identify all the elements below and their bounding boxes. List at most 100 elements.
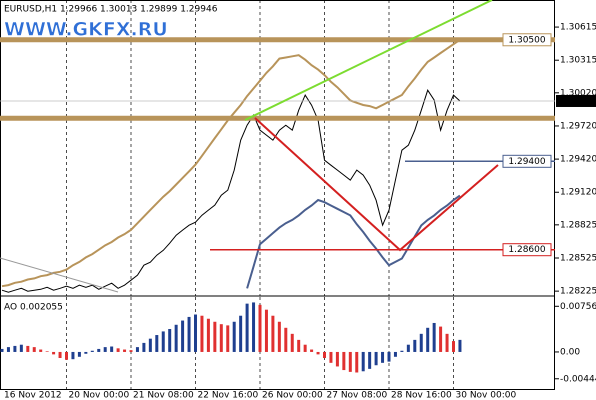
level-label-box [502, 33, 552, 47]
ao-bar [0, 348, 4, 352]
ao-bar [290, 333, 294, 352]
ao-bar [129, 350, 133, 352]
ao-bar [161, 331, 165, 352]
ao-bar [432, 322, 436, 352]
ao-bar [213, 321, 217, 352]
header: EURUSD,H1 1.29966 1.30013 1.29899 1.2994… [4, 5, 218, 15]
y-tick-label: 1.30315 [560, 56, 596, 66]
level-label: 1.30500 [508, 35, 545, 45]
price-line [1, 89, 461, 293]
ao-bar [445, 333, 449, 352]
ao-bar [426, 327, 430, 352]
ao-bar [348, 351, 352, 372]
x-tick-label: 28 Nov 16:00 [391, 391, 452, 400]
ao-bar [245, 303, 249, 352]
ao-bar [316, 351, 320, 355]
x-tick-label: 30 Nov 00:00 [456, 391, 517, 400]
ao-bar [323, 351, 326, 358]
ao-bar [297, 339, 301, 352]
y-tick-label: 1.30020 [560, 88, 596, 98]
ao-bar [110, 346, 114, 352]
plot-frame [0, 0, 555, 390]
ao-bar [419, 333, 423, 352]
x-tick-label: 20 Nov 00:00 [69, 391, 130, 400]
x-tick-label: 21 Nov 08:00 [133, 391, 194, 400]
y-tick-label: 1.29420 [560, 155, 596, 165]
ao-bar [284, 327, 288, 352]
ao-bar [271, 315, 275, 352]
ao-bar [142, 342, 146, 352]
ao-bar [406, 344, 410, 352]
y-tick-label: 1.29720 [560, 121, 596, 131]
indicator-title: AO 0.002055 [4, 303, 63, 313]
ao-bar [19, 344, 23, 352]
ao-bar [103, 347, 107, 352]
ao-bar [97, 348, 101, 352]
ao-bar [252, 302, 256, 352]
trendline [254, 117, 499, 252]
x-tick-label: 27 Nov 08:00 [327, 391, 388, 400]
ao-bar [226, 325, 230, 352]
y-tick-label: 1.28525 [560, 253, 596, 263]
ao-bar [194, 314, 197, 352]
watermark: WWW.GKFX.RU [4, 19, 168, 41]
ao-bar [239, 315, 243, 352]
ao-bar [200, 315, 204, 352]
y-tick-label: 0.007562 [560, 302, 596, 312]
ao-bar [310, 349, 314, 352]
y-tick-label: 1.28825 [560, 220, 596, 230]
x-tick-label: 22 Nov 16:00 [198, 391, 259, 400]
trendlines [0, 0, 499, 293]
ao-bar [206, 318, 210, 352]
y-tick-label: 1.30615 [560, 23, 596, 33]
ao-bar [84, 351, 88, 354]
ao-bar [187, 316, 191, 352]
ao-bar [155, 335, 159, 352]
ao-bar [148, 338, 152, 352]
ao-bar [168, 329, 172, 352]
current-price-label: 1.29946 [558, 96, 595, 106]
x-tick-label: 26 Nov 00:00 [262, 391, 323, 400]
ao-bar [329, 351, 333, 363]
ao-bar [26, 345, 30, 352]
ao-bar [342, 351, 346, 371]
trendline [0, 257, 119, 293]
ao-bar [335, 351, 339, 367]
ao-bar [90, 350, 94, 352]
ao-bar [258, 304, 262, 352]
ao-bar [123, 349, 127, 352]
trendline [244, 0, 493, 121]
ao-bar [400, 350, 404, 352]
ao-bar [374, 351, 378, 366]
level-label-box [502, 243, 552, 257]
ao-bar [393, 351, 397, 357]
level-label: 1.29400 [508, 157, 545, 167]
ao-bar [219, 324, 223, 352]
ao-bar [361, 351, 365, 372]
ao-bar [232, 321, 236, 352]
ao-bar [135, 347, 139, 352]
ao-bar [13, 345, 17, 352]
ao-bar [439, 326, 443, 352]
ao-bar [58, 351, 62, 358]
y-tick-label: 0.00 [560, 347, 580, 357]
ao-bar [277, 321, 281, 352]
ao-bar [174, 324, 178, 352]
ao-bar [413, 339, 417, 352]
ao-bar [458, 339, 462, 352]
ao-bar [6, 347, 10, 352]
y-tick-label: -0.00444 [560, 374, 596, 384]
ao-bar [181, 320, 185, 352]
ao-bar [32, 347, 36, 352]
ao-bar [452, 341, 455, 352]
ao-bar [39, 349, 43, 352]
ao-bar [381, 351, 385, 363]
ao-bar [77, 351, 81, 357]
ao-bar [65, 351, 68, 360]
ao-bar [116, 348, 120, 352]
ao-bar [368, 351, 372, 369]
ao-bar [387, 351, 391, 362]
ao-bar [45, 351, 49, 352]
